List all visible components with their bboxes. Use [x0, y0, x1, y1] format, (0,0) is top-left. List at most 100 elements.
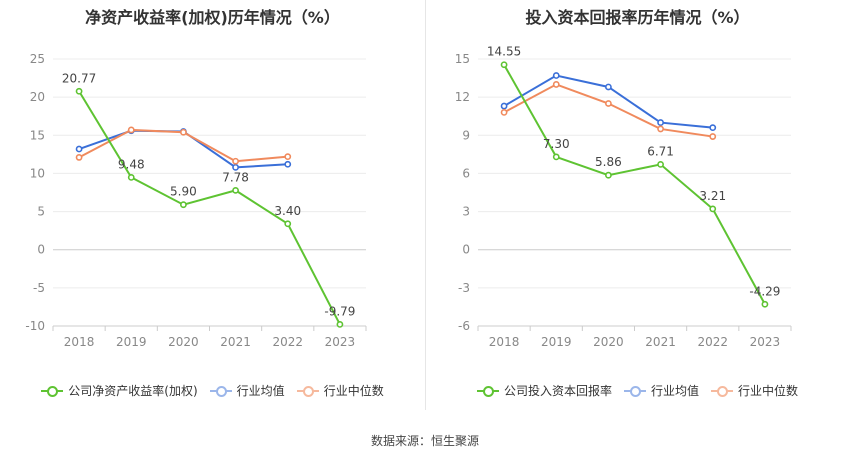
- data-point[interactable]: [500, 102, 508, 110]
- data-label: -9.79: [324, 304, 355, 318]
- legend-label: 行业均值: [650, 384, 699, 398]
- y-tick-label: -6: [458, 319, 470, 333]
- data-label: 14.55: [487, 45, 521, 59]
- data-label: 3.21: [699, 189, 726, 203]
- y-tick-label: -3: [458, 281, 470, 295]
- y-tick-label: 15: [30, 128, 45, 142]
- x-tick-label: 2022: [272, 335, 303, 349]
- x-tick-label: 2018: [489, 335, 520, 349]
- y-tick-label: 6: [462, 166, 470, 180]
- roe-chart-plot: 25 20 15 10 5 0 -5 -10 2018 2019 2020 2021 2022 2023 2…: [25, 52, 367, 349]
- y-tick-label: -5: [33, 281, 45, 295]
- data-label: 7.78: [222, 170, 249, 184]
- x-tick-label: 2020: [168, 335, 199, 349]
- legend-swatch-green: [41, 385, 64, 397]
- y-tick-label: 3: [462, 205, 470, 219]
- data-point[interactable]: [605, 83, 612, 91]
- data-point[interactable]: [232, 186, 239, 194]
- data-point[interactable]: [284, 153, 292, 161]
- y-tick-label: 9: [462, 128, 470, 142]
- legend-swatch-orange: [711, 385, 733, 397]
- data-point[interactable]: [500, 109, 508, 116]
- data-point[interactable]: [605, 171, 612, 179]
- y-tick-label: 10: [30, 166, 45, 180]
- x-tick-label: 2021: [645, 335, 676, 349]
- data-label: 7.30: [543, 137, 570, 151]
- series-line-2: [503, 83, 713, 138]
- y-tick-label: 0: [462, 243, 470, 257]
- roic-chart-title: 投入资本回报率历年情况（%）: [525, 8, 750, 27]
- data-point[interactable]: [657, 119, 664, 126]
- data-point[interactable]: [500, 61, 508, 69]
- legend-item-company-roe[interactable]: 公司净资产收益率(加权): [41, 382, 198, 399]
- panel-divider: [425, 0, 426, 410]
- data-label: 20.77: [62, 71, 96, 85]
- legend-swatch-green: [476, 385, 499, 397]
- legend-label: 行业中位数: [323, 384, 384, 398]
- data-point[interactable]: [232, 163, 239, 171]
- legend-swatch-blue: [209, 385, 232, 397]
- x-tick-label: 2021: [220, 335, 251, 349]
- data-point[interactable]: [657, 125, 664, 133]
- roe-chart-legend: 公司净资产收益率(加权) 行业均值 行业中位数: [0, 382, 425, 399]
- legend-item-industry-median[interactable]: 行业中位数: [711, 382, 798, 399]
- legend-label: 公司净资产收益率(加权): [68, 384, 198, 398]
- data-point[interactable]: [657, 161, 664, 168]
- data-point[interactable]: [336, 320, 344, 328]
- data-point[interactable]: [552, 153, 560, 161]
- y-tick-label: 20: [30, 90, 45, 104]
- roe-chart-panel: 净资产收益率(加权)历年情况（%） 25 20 15 10 5 0 -5 -10 2018 201…: [0, 0, 425, 420]
- legend-item-company-roic[interactable]: 公司投入资本回报率: [476, 382, 612, 399]
- data-point[interactable]: [709, 205, 717, 213]
- legend-item-industry-mean[interactable]: 行业均值: [623, 382, 699, 399]
- data-label: 6.71: [647, 144, 674, 158]
- legend-label: 行业中位数: [738, 384, 799, 398]
- data-point[interactable]: [75, 87, 83, 95]
- x-tick-label: 2018: [64, 335, 95, 349]
- y-tick-label: 12: [455, 90, 470, 104]
- data-point[interactable]: [552, 81, 560, 88]
- data-label: -4.29: [749, 284, 780, 298]
- data-point[interactable]: [75, 145, 83, 153]
- y-tick-label: 5: [37, 205, 45, 219]
- data-point[interactable]: [761, 300, 769, 308]
- data-label: 3.40: [274, 204, 301, 218]
- roic-chart-panel: 投入资本回报率历年情况（%） 15 12 9 6 3 0 -3 -6 2018 2019 2020 2…: [425, 0, 850, 420]
- roic-chart-legend: 公司投入资本回报率 行业均值 行业中位数: [425, 382, 850, 399]
- roe-chart-title: 净资产收益率(加权)历年情况（%）: [85, 8, 340, 27]
- x-tick-label: 2019: [116, 335, 147, 349]
- y-tick-label: -10: [25, 319, 45, 333]
- data-point[interactable]: [605, 100, 612, 107]
- data-label: 9.48: [118, 157, 145, 171]
- data-point[interactable]: [232, 157, 239, 165]
- data-label: 5.90: [170, 185, 197, 199]
- data-point[interactable]: [709, 133, 717, 140]
- legend-swatch-blue: [623, 385, 646, 397]
- x-tick-label: 2023: [750, 335, 781, 349]
- legend-label: 公司投入资本回报率: [503, 384, 612, 398]
- legend-item-industry-mean[interactable]: 行业均值: [209, 382, 285, 399]
- data-point[interactable]: [709, 124, 717, 132]
- roic-chart-plot: 15 12 9 6 3 0 -3 -6 2018 2019 2020 2021 2022 2023 14.5…: [455, 45, 792, 349]
- series-line-1: [78, 129, 288, 169]
- data-point[interactable]: [180, 201, 187, 209]
- data-point[interactable]: [180, 128, 187, 136]
- x-tick-label: 2023: [325, 335, 356, 349]
- data-point[interactable]: [127, 126, 135, 134]
- legend-swatch-orange: [296, 385, 319, 397]
- series-line-0: [78, 90, 341, 325]
- data-point[interactable]: [284, 160, 292, 168]
- data-point[interactable]: [552, 72, 560, 79]
- data-label: 5.86: [595, 155, 622, 169]
- y-tick-label: 15: [455, 52, 470, 66]
- y-tick-label: 25: [30, 52, 45, 66]
- data-point[interactable]: [75, 154, 83, 161]
- x-tick-label: 2020: [593, 335, 624, 349]
- y-tick-label: 0: [37, 243, 45, 257]
- legend-item-industry-median[interactable]: 行业中位数: [296, 382, 384, 399]
- data-point[interactable]: [284, 220, 292, 228]
- data-source-note: 数据来源：恒生聚源: [370, 434, 479, 448]
- data-point[interactable]: [127, 173, 135, 181]
- series-line-0: [503, 64, 766, 305]
- x-tick-label: 2022: [697, 335, 728, 349]
